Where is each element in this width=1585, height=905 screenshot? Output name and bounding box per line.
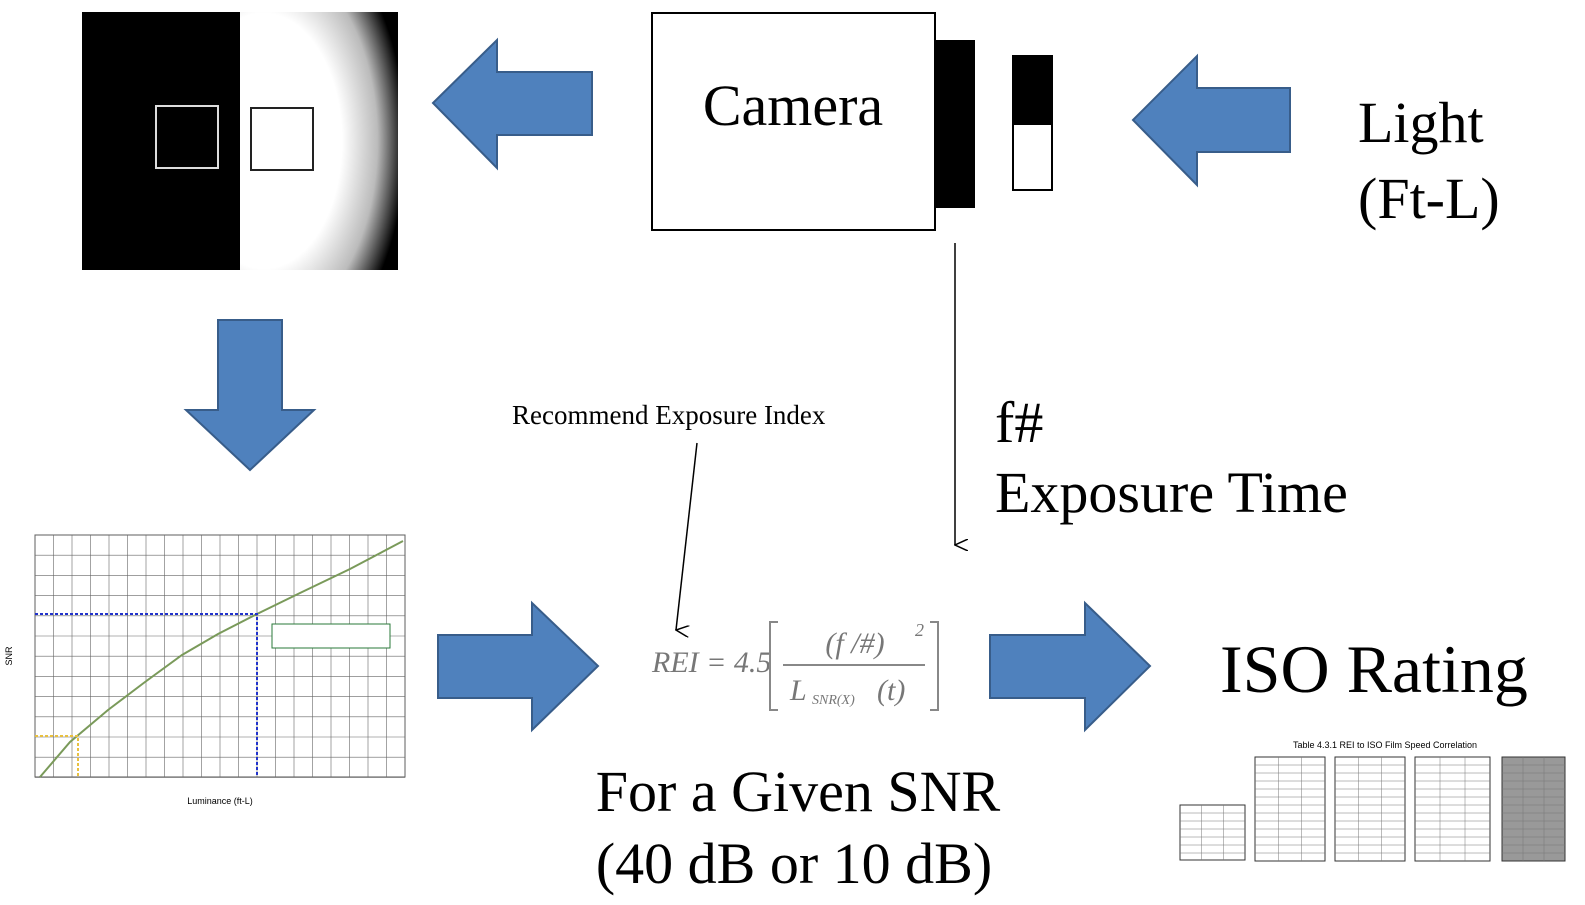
decoration bbox=[1502, 757, 1565, 861]
settings-label: f# bbox=[995, 390, 1043, 455]
shutter-closed bbox=[1013, 56, 1052, 125]
result: ISO Rating bbox=[1220, 631, 1528, 707]
arrow-right bbox=[438, 603, 598, 730]
camera-label: Camera bbox=[703, 73, 883, 138]
arrow-left bbox=[433, 40, 592, 168]
decoration bbox=[1415, 757, 1490, 861]
decoration bbox=[272, 624, 390, 648]
arrow-down bbox=[186, 320, 314, 470]
formula-denominator: L bbox=[789, 674, 807, 707]
light-label: Light bbox=[1358, 90, 1484, 155]
settings-label: Exposure Time bbox=[995, 460, 1348, 525]
lens bbox=[935, 40, 975, 208]
condition: For a Given SNR bbox=[596, 759, 1001, 824]
arrow-right bbox=[990, 603, 1150, 730]
thumbnail-chart: Luminance (ft-L) SNR bbox=[4, 535, 405, 806]
thumb-x-label: Luminance (ft-L) bbox=[187, 796, 253, 806]
formula-lhs: REI = 4.5 bbox=[651, 646, 771, 679]
formula-exponent: 2 bbox=[915, 620, 924, 640]
formula-numerator: (f /#) bbox=[825, 627, 884, 660]
formula-subscript: SNR(X) bbox=[812, 693, 855, 708]
thumb-table-title: Table 4.3.1 REI to ISO Film Speed Correl… bbox=[1293, 740, 1477, 750]
diagram: Camera Light (Ft-L) Recommend Exposure I… bbox=[0, 0, 1585, 905]
thumbnail-table: Table 4.3.1 REI to ISO Film Speed Correl… bbox=[1180, 740, 1565, 861]
condition: (40 dB or 10 dB) bbox=[596, 831, 992, 896]
connector bbox=[676, 443, 697, 630]
annotation: Recommend Exposure Index bbox=[512, 400, 826, 430]
thumb-y-label: SNR bbox=[4, 646, 14, 666]
arrow-left bbox=[1133, 56, 1290, 185]
test-image bbox=[82, 12, 398, 270]
formula-denominator: (t) bbox=[877, 674, 905, 707]
decoration bbox=[1255, 757, 1325, 861]
light-unit: (Ft-L) bbox=[1358, 166, 1500, 231]
decoration bbox=[1335, 757, 1405, 861]
formula: REI = 4.5 (f /#) L SNR(X) (t) 2 bbox=[651, 620, 938, 710]
